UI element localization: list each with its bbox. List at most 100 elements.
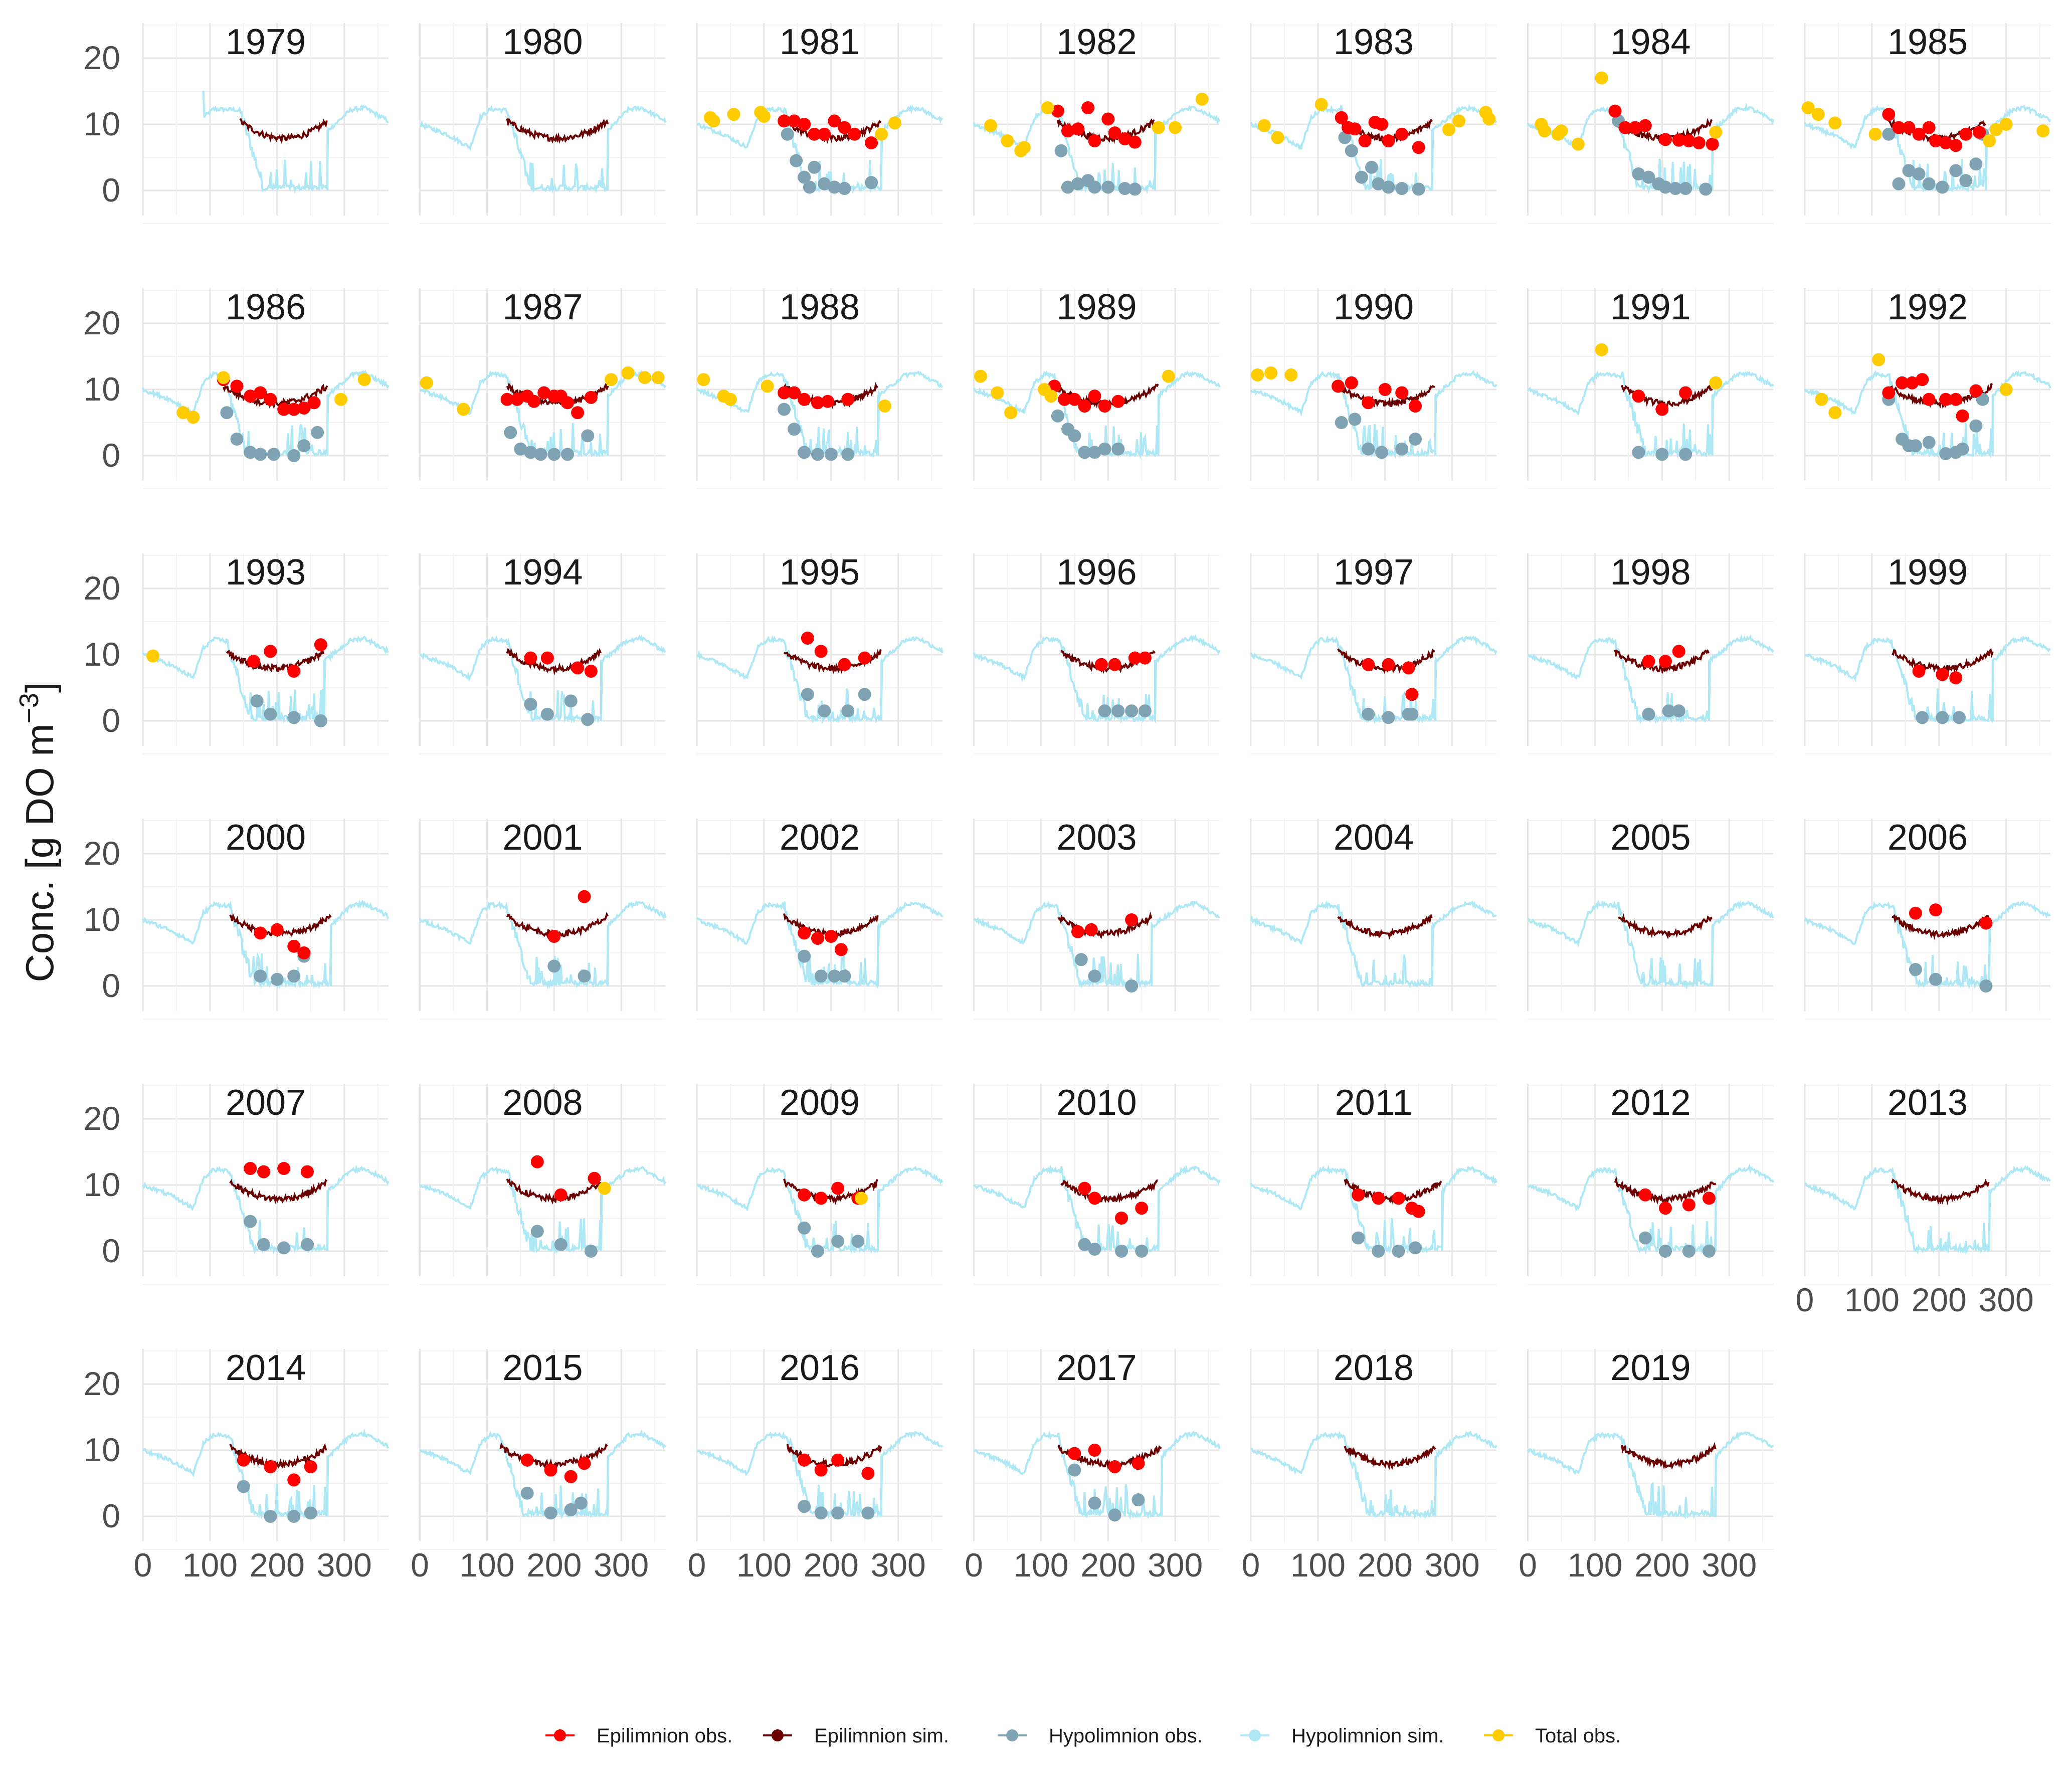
x-tick-label: 300 [871,1546,926,1584]
epilimnion-obs-point [544,1463,557,1477]
panel-title: 2008 [502,1083,583,1123]
panel-title: 1984 [1610,22,1690,62]
hypolimnion-obs-point [581,429,595,443]
epilimnion-obs-point [1058,392,1071,406]
hypolimnion-obs-point [1682,1245,1696,1258]
epilimnion-obs-point [1348,122,1362,136]
epilimnion-obs-point [254,386,267,400]
panel-grid [142,819,389,1020]
epilimnion-obs-point [1335,111,1348,124]
hypolimnion-obs-point [1658,1245,1672,1258]
hypolimnion-obs-point [1068,429,1081,443]
hypolimnion-sim-line [419,370,667,458]
hypolimnion-sim-line [973,900,1221,989]
hypolimnion-obs-point [1658,180,1672,194]
x-tick-label: 200 [526,1546,582,1584]
panel-title: 2017 [1056,1348,1137,1388]
panel-title: 1987 [502,287,583,327]
total-obs-point [651,371,665,384]
total-obs-point [1152,121,1165,134]
legend-entry-hypo_sim: Hypolimnion sim. [1240,1725,1444,1747]
hypolimnion-obs-point [865,176,878,189]
epilimnion-obs-point [1929,134,1943,147]
epilimnion-obs-point [788,114,801,128]
legend-key-point [1249,1729,1261,1741]
hypolimnion-obs-point [264,1510,277,1523]
hypolimnion-obs-point [524,698,537,711]
hypolimnion-obs-point [287,1510,301,1523]
epilimnion-obs-point [798,1453,811,1467]
epilimnion-obs-point [257,1165,270,1178]
hypolimnion-obs-point [584,1245,598,1258]
epilimnion-obs-point [1094,658,1108,671]
hypolimnion-obs-point [287,711,301,724]
panel-title: 2004 [1334,818,1414,858]
panel-2013: 2013 0 100 200 300 [1796,1083,2051,1318]
epilimnion-obs-point [540,651,554,665]
legend-key-point [1006,1729,1018,1741]
total-obs-point [621,366,635,379]
panel-grid [1527,819,1774,1020]
total-obs-point [1264,366,1278,379]
hypolimnion-obs-point [1412,182,1425,196]
hypolimnion-obs-point [798,1221,811,1235]
legend-label: Total obs. [1535,1725,1621,1747]
panel-2006: 2006 [1804,818,2051,1020]
total-obs-point [1195,92,1209,106]
y-tick-label: 0 [102,437,120,474]
hypolimnion-obs-point [1642,707,1655,721]
epilimnion-obs-point [1916,373,1929,386]
hypolimnion-sim-line [1804,636,2051,724]
legend-key-point [554,1729,566,1741]
hypolimnion-sim-line [1250,635,1497,724]
epilimnion-obs-point [1692,136,1706,149]
epilimnion-sim-line [1892,914,1990,940]
panel-1980: 1980 [419,22,667,224]
panel-1997: 1997 [1250,552,1497,754]
epilimnion-obs-point [264,1460,277,1473]
hypolimnion-obs-point [1051,409,1064,423]
legend-label: Epilimnion sim. [814,1725,949,1747]
hypolimnion-obs-point [1916,711,1929,724]
hypolimnion-obs-point [1338,131,1352,144]
panel-1986: 1986 0 10 20 [84,287,390,489]
epilimnion-obs-point [1358,134,1372,147]
epilimnion-sim-line [1337,382,1435,408]
epilimnion-obs-point [801,632,814,645]
panel-grid [696,819,943,1020]
hypolimnion-obs-point [547,448,561,461]
legend-key-point [1492,1729,1504,1741]
panel-title: 1993 [226,552,306,593]
hypolimnion-obs-point [798,949,811,963]
hypolimnion-obs-point [1929,972,1943,986]
epilimnion-obs-point [297,946,311,959]
x-tick-label: 300 [594,1546,649,1584]
hypolimnion-obs-point [1125,979,1139,993]
panel-grid [1804,23,2050,224]
epilimnion-obs-point [1632,389,1645,403]
epilimnion-obs-point [287,403,301,416]
panel-1982: 1982 [973,22,1221,224]
hypolimnion-sim-line [419,1165,667,1255]
hypolimnion-sim-line [696,635,944,725]
x-tick-label: 0 [411,1546,429,1584]
epilimnion-obs-point [1378,383,1392,396]
hypolimnion-obs-point [1125,704,1139,718]
hypolimnion-obs-point [561,448,575,461]
panel-grid [973,1349,1220,1550]
epilimnion-obs-point [510,392,524,406]
epilimnion-obs-point [788,386,801,400]
hypolimnion-obs-point [1969,419,1983,433]
hypolimnion-obs-point [1078,446,1091,459]
x-tick-label: 100 [1567,1546,1622,1584]
epilimnion-obs-point [824,930,838,943]
total-obs-point [723,392,737,406]
epilimnion-obs-point [237,1453,250,1467]
hypolimnion-obs-point [1118,182,1132,195]
panel-1996: 1996 [973,552,1221,754]
total-obs-point [217,371,230,384]
epilimnion-obs-point [530,1155,544,1168]
epilimnion-obs-point [1068,392,1081,406]
epilimnion-obs-point [798,926,811,940]
hypolimnion-obs-point [257,1238,270,1251]
